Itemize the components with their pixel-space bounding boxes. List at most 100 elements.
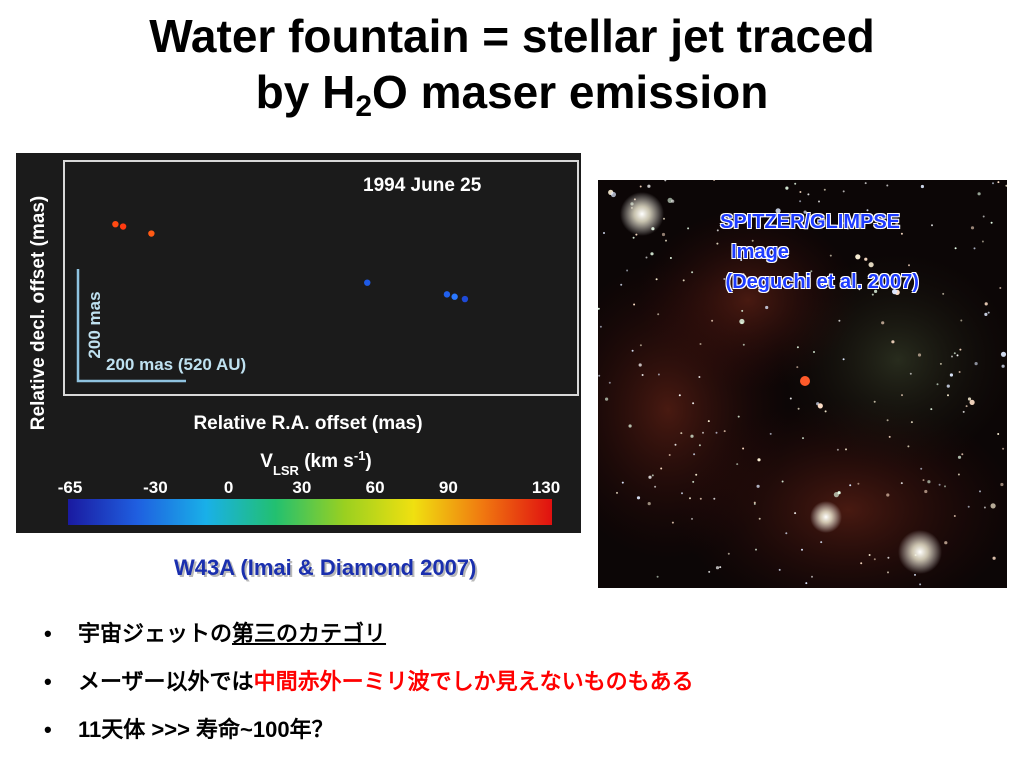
- star: [957, 455, 962, 459]
- star: [605, 397, 609, 401]
- star: [650, 252, 654, 256]
- bullet-item: • メーザー以外では中間赤外ーミリ波でしか見えないものもある: [44, 658, 1004, 706]
- star: [654, 485, 657, 488]
- star: [981, 240, 984, 243]
- star: [990, 221, 993, 224]
- star: [719, 566, 722, 569]
- star: [909, 372, 912, 375]
- star: [967, 505, 970, 508]
- colorbar-label-v: V: [260, 451, 273, 472]
- star: [838, 319, 841, 322]
- colorbar-label-sub: LSR: [273, 463, 300, 478]
- bullet-plain: メーザー以外では: [78, 669, 254, 694]
- star: [698, 376, 701, 378]
- red-source: [800, 376, 810, 386]
- star: [598, 307, 600, 310]
- starfield-svg: [598, 180, 1007, 588]
- star: [660, 467, 663, 470]
- star: [657, 313, 660, 316]
- star: [873, 400, 876, 403]
- star: [917, 353, 922, 357]
- star: [632, 236, 635, 239]
- star: [973, 247, 976, 250]
- star: [895, 222, 899, 226]
- star: [756, 484, 760, 488]
- star: [708, 570, 711, 573]
- star: [647, 502, 651, 506]
- star: [681, 492, 683, 495]
- star: [997, 181, 1000, 184]
- star: [757, 458, 761, 462]
- star: [785, 532, 788, 535]
- star: [639, 344, 642, 347]
- star: [891, 340, 895, 344]
- star: [603, 232, 605, 234]
- star: [957, 473, 960, 476]
- star: [638, 363, 642, 367]
- y-axis-label: Relative decl. offset (mas): [28, 196, 49, 430]
- star: [801, 548, 803, 551]
- title-line-2-pre: by H: [255, 66, 356, 118]
- x-axis-label: Relative R.A. offset (mas): [193, 413, 422, 434]
- colorbar-tick-label: -30: [143, 478, 168, 497]
- star: [1000, 351, 1007, 357]
- star: [901, 394, 903, 397]
- star: [803, 210, 807, 214]
- star: [990, 503, 996, 509]
- star: [736, 221, 738, 224]
- star: [636, 496, 641, 500]
- star: [669, 257, 672, 259]
- star: [970, 226, 975, 230]
- spitzer-caption-line: SPITZER/GLIMPSE: [720, 211, 901, 233]
- scale-bar-x-label: 200 mas (520 AU): [106, 355, 246, 374]
- maser-spot: [112, 220, 119, 228]
- star: [868, 554, 871, 556]
- star: [671, 199, 675, 203]
- star: [824, 410, 827, 413]
- star: [689, 497, 691, 500]
- star: [927, 480, 931, 484]
- star: [680, 432, 683, 435]
- star: [768, 225, 771, 228]
- star: [802, 437, 804, 440]
- star: [711, 319, 714, 322]
- star: [919, 583, 922, 586]
- star: [874, 289, 878, 293]
- star: [765, 305, 769, 310]
- star: [960, 319, 963, 322]
- star: [1000, 482, 1004, 487]
- star: [878, 225, 882, 230]
- bright-star: [810, 501, 842, 533]
- star: [813, 351, 815, 353]
- colorbar-tick-label: 90: [439, 478, 458, 497]
- star: [799, 191, 802, 193]
- star: [742, 447, 745, 450]
- star: [715, 566, 720, 570]
- star: [1001, 364, 1005, 368]
- star: [674, 443, 677, 446]
- star: [977, 192, 981, 196]
- star: [692, 480, 695, 483]
- title-line-1: Water fountain = stellar jet traced: [149, 10, 875, 62]
- star: [620, 283, 623, 286]
- bullet-text: 11天体 >>> 寿命~100年？: [78, 717, 334, 742]
- star: [907, 445, 910, 448]
- star: [817, 403, 823, 409]
- spitzer-caption: SPITZER/GLIMPSE Image (Deguchi et al. 20…: [720, 207, 919, 297]
- star: [781, 480, 784, 483]
- star: [982, 215, 985, 218]
- stars: [598, 180, 1007, 586]
- star: [723, 430, 726, 433]
- star: [953, 352, 956, 355]
- star: [736, 463, 739, 466]
- star: [900, 232, 903, 235]
- colorbar-tick-label: 130: [532, 478, 560, 497]
- star: [796, 366, 799, 369]
- star: [886, 419, 889, 422]
- bullet-dot: •: [44, 621, 52, 646]
- star: [922, 479, 925, 482]
- star: [621, 481, 624, 484]
- colorbar-tick-label: 0: [224, 478, 233, 497]
- star: [687, 227, 690, 230]
- star: [958, 371, 961, 373]
